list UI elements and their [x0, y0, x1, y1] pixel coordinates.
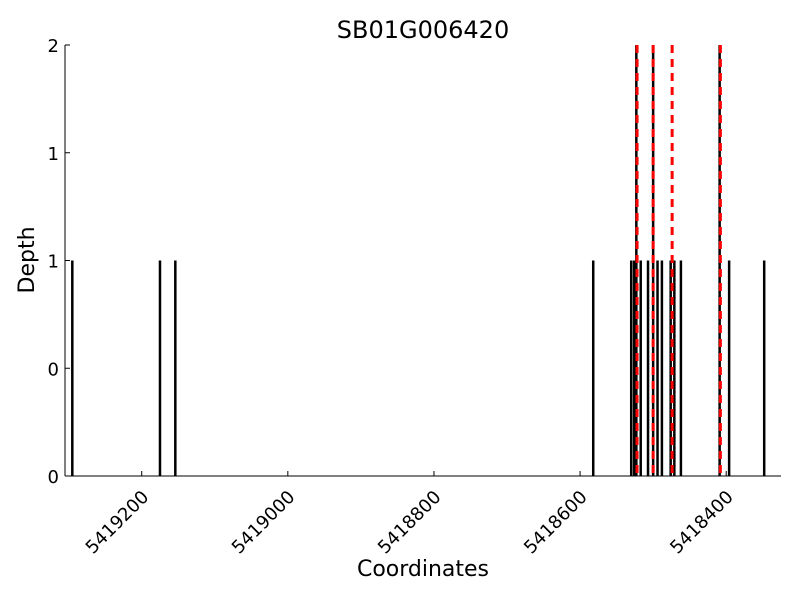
y-axis-ticks: 0 0 1 1 2 [48, 36, 70, 488]
x-tick-label-2: 5419000 [228, 487, 300, 559]
y-tick-label-4: 1 [48, 144, 59, 165]
x-axis-ticks: 5419200 5419000 5418800 5418600 5418400 [82, 471, 738, 558]
x-tick-label-5: 5418400 [666, 487, 738, 559]
y-tick-label-2: 0 [48, 359, 59, 380]
y-tick-label-1: 0 [48, 467, 59, 488]
y-axis-label: Depth [15, 226, 40, 293]
x-axis-label: Coordinates [357, 557, 489, 582]
x-tick-label-3: 5418800 [374, 487, 446, 559]
y-tick-label-5: 2 [48, 36, 59, 57]
x-tick-label-4: 5418600 [520, 487, 592, 559]
chart-title: SB01G006420 [337, 16, 509, 44]
chart-marks [71, 45, 766, 476]
x-tick-label-1: 5419200 [82, 487, 154, 559]
y-tick-label-3: 1 [48, 252, 59, 273]
